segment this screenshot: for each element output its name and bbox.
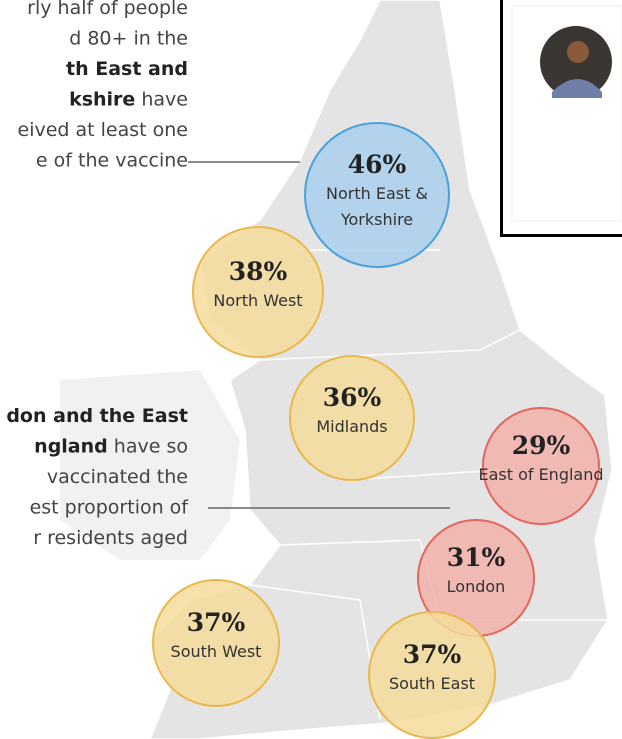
- annotation-line: d 80+ in the: [69, 28, 188, 50]
- region-name: London: [447, 577, 506, 596]
- annotation-line: don and the East: [6, 405, 188, 427]
- region-name: Yorkshire: [340, 210, 413, 229]
- avatar-body: [552, 79, 602, 98]
- annotation-line: est proportion of: [30, 497, 190, 519]
- region-circles: 46% North East & Yorkshire 38% North West 36%…: [152, 122, 604, 739]
- annotation-line: r residents aged: [33, 527, 188, 549]
- region-percent: 37%: [187, 608, 246, 637]
- annotation-span: vaccinated the: [47, 466, 188, 488]
- region-circle: [192, 226, 324, 358]
- region-percent: 36%: [323, 383, 382, 412]
- region-percent: 46%: [348, 150, 407, 179]
- annotation-line: kshire have: [69, 89, 188, 111]
- annotation-span: eived at least one: [18, 119, 189, 141]
- annotation-line: rly half of people: [27, 0, 188, 19]
- annotation-span: r residents aged: [33, 527, 188, 549]
- annotation-line: e of the vaccine: [36, 150, 188, 172]
- annotations: rly half of people d 80+ in the th East an…: [6, 0, 189, 549]
- annotation-span: have so: [108, 436, 188, 458]
- region-percent: 37%: [403, 640, 462, 669]
- region-circle: [152, 579, 280, 707]
- region-percent: 38%: [229, 257, 288, 286]
- region-percent: 29%: [512, 431, 571, 460]
- region-name: North West: [213, 291, 302, 310]
- wales-land: [60, 370, 240, 560]
- annotation-line: eived at least one: [18, 119, 189, 141]
- avatar-face: [567, 41, 589, 63]
- annotation-span: ngland: [34, 436, 108, 458]
- annotation-span: kshire: [69, 89, 135, 111]
- region-circle: [368, 611, 496, 739]
- region-name: South East: [389, 674, 475, 693]
- annotation-span: rly half of people: [27, 0, 188, 19]
- region-circle: [482, 407, 600, 525]
- annotation-line: th East and: [66, 58, 188, 80]
- annotation-span: have: [135, 89, 188, 111]
- region-circle: [304, 122, 450, 268]
- region-circle: [289, 355, 415, 481]
- annotation-span: don and the East: [6, 405, 188, 427]
- region-name: North East &: [326, 184, 428, 203]
- annotation-span: d 80+ in the: [69, 28, 188, 50]
- region-percent: 31%: [447, 543, 506, 572]
- annotation-span: th East and: [66, 58, 188, 80]
- annotation-line: ngland have so: [34, 436, 188, 458]
- region-name: South West: [171, 642, 262, 661]
- region-name: East of England: [478, 465, 603, 484]
- annotation-span: est proportion of: [30, 497, 190, 519]
- region-name: Midlands: [316, 417, 387, 436]
- annotation-line: vaccinated the: [47, 466, 188, 488]
- annotation-span: e of the vaccine: [36, 150, 188, 172]
- inset-inner: [511, 5, 622, 222]
